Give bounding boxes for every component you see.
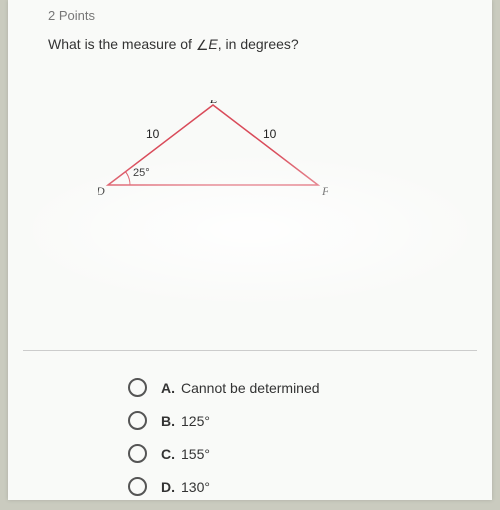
angle-icon: ∠ bbox=[196, 37, 209, 54]
svg-text:E: E bbox=[209, 100, 218, 106]
svg-text:10: 10 bbox=[146, 127, 160, 141]
question-text: What is the measure of ∠E, in degrees? bbox=[48, 36, 299, 53]
option-letter: C. bbox=[161, 446, 175, 462]
option-text: 130° bbox=[181, 479, 210, 495]
svg-text:F: F bbox=[321, 184, 328, 198]
question-pre: What is the measure of bbox=[48, 36, 196, 52]
triangle-svg: E D F 10 10 25° bbox=[98, 100, 328, 210]
quiz-card: 2 Points What is the measure of ∠E, in d… bbox=[8, 0, 492, 500]
svg-text:25°: 25° bbox=[133, 167, 150, 179]
option-letter: A. bbox=[161, 380, 175, 396]
option-a[interactable]: A. Cannot be determined bbox=[128, 378, 472, 397]
svg-text:D: D bbox=[98, 184, 105, 198]
option-c[interactable]: C. 155° bbox=[128, 444, 472, 463]
option-d[interactable]: D. 130° bbox=[128, 477, 472, 496]
answer-options: A. Cannot be determined B. 125° C. 155° … bbox=[128, 378, 472, 510]
option-text: 155° bbox=[181, 446, 210, 462]
points-label: 2 Points bbox=[48, 8, 95, 23]
option-text: Cannot be determined bbox=[181, 380, 320, 396]
radio-icon[interactable] bbox=[128, 411, 147, 430]
triangle-diagram: E D F 10 10 25° bbox=[98, 100, 328, 210]
radio-icon[interactable] bbox=[128, 444, 147, 463]
angle-var: E bbox=[208, 36, 217, 52]
radio-icon[interactable] bbox=[128, 477, 147, 496]
question-post: , in degrees? bbox=[218, 36, 299, 52]
svg-text:10: 10 bbox=[263, 127, 277, 141]
option-b[interactable]: B. 125° bbox=[128, 411, 472, 430]
option-text: 125° bbox=[181, 413, 210, 429]
section-divider bbox=[23, 350, 477, 351]
radio-icon[interactable] bbox=[128, 378, 147, 397]
option-letter: B. bbox=[161, 413, 175, 429]
option-letter: D. bbox=[161, 479, 175, 495]
